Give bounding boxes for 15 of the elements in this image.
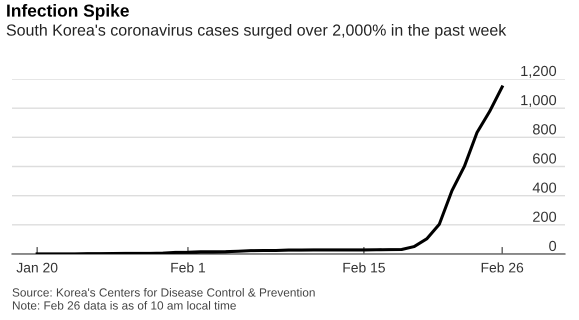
x-tick-label: Feb 1: [171, 262, 206, 273]
chart-subtitle: South Korea's coronavirus cases surged over 2,000% in the past week: [6, 24, 506, 39]
chart-title: Infection Spike: [7, 4, 129, 20]
source-note: Source: Korea's Centers for Disease Control & Prevention: [12, 288, 315, 297]
y-tick-label: 800: [532, 124, 556, 134]
x-tick-label: Jan 20: [16, 262, 58, 273]
y-tick-label: 200: [533, 212, 556, 222]
y-tick-label: 600: [533, 153, 556, 164]
x-tick-label: Feb 26: [482, 262, 524, 273]
x-tick-label: Feb 15: [343, 262, 385, 273]
y-tick-label: 1,000: [521, 94, 556, 108]
text: Note: Feb 26 data is as of 10 am local time: [12, 301, 236, 310]
y-tick-label: 0: [549, 240, 556, 252]
y-tick-label: 400: [532, 182, 556, 193]
y-tick-label: 1,200: [521, 66, 556, 78]
